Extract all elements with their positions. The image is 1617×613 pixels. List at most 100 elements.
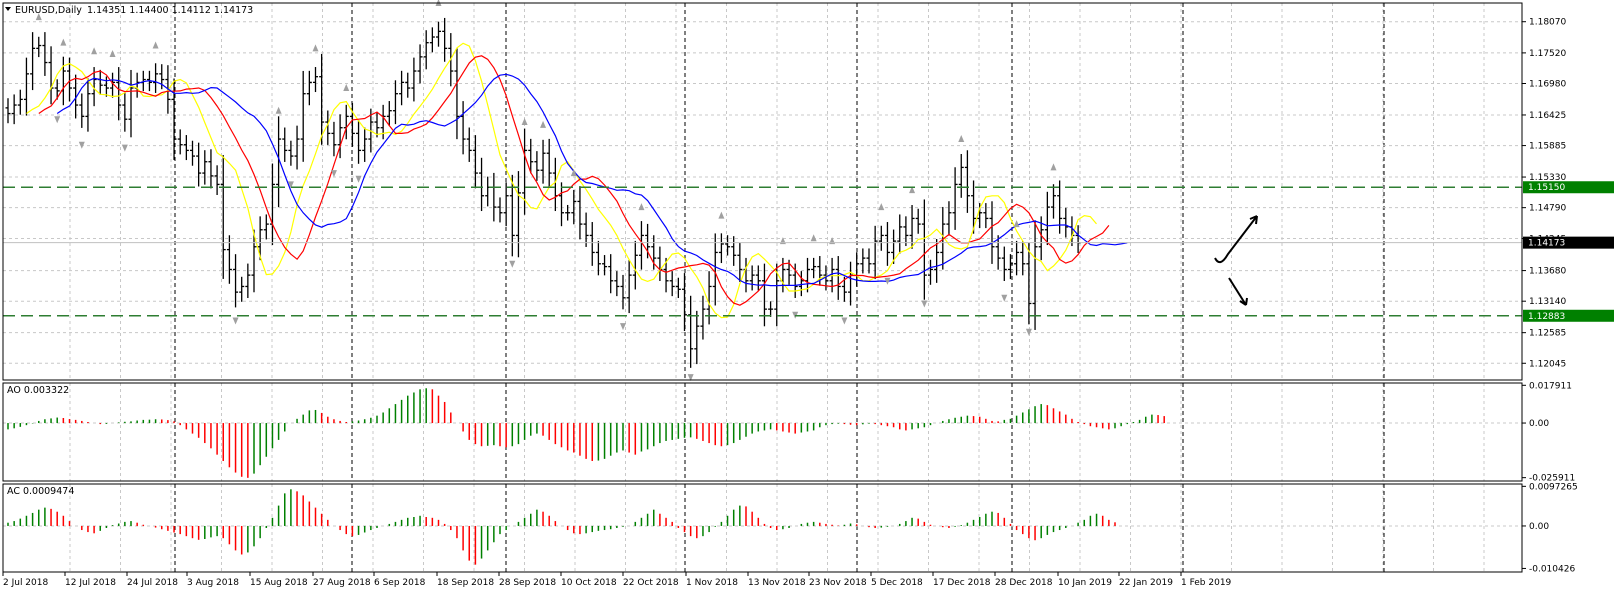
price-bar (632, 240, 638, 290)
pane-frame (2, 483, 1523, 573)
price-bar (657, 246, 663, 281)
fractal-up-marker (109, 50, 116, 58)
ma-fast-line (26, 42, 1097, 319)
price-bar (190, 140, 195, 166)
fractal-up-marker (958, 135, 965, 143)
fractal-up-marker (570, 169, 577, 177)
price-bar (712, 233, 718, 306)
price-bar (540, 139, 546, 184)
price-bar (122, 92, 128, 132)
price-bar (577, 186, 583, 240)
price-bar (491, 172, 497, 222)
price-bar (952, 167, 958, 230)
y-tick-label: 1.15885 (1529, 142, 1566, 152)
price-bar (559, 182, 564, 227)
price-bar (325, 110, 331, 145)
price-bar (854, 252, 860, 287)
price-bar (700, 295, 706, 340)
price-bar (897, 214, 903, 254)
price-bar (356, 119, 362, 164)
x-tick-label: 22 Oct 2018 (623, 578, 679, 588)
price-bar (319, 53, 325, 145)
price-bar (761, 263, 767, 327)
arrow-up-right-head (1249, 215, 1258, 225)
price-bar (245, 263, 251, 298)
fractal-up-marker (1013, 220, 1020, 228)
price-bar (989, 201, 995, 264)
price-bar (294, 125, 300, 170)
x-tick-label: 24 Jul 2018 (127, 578, 178, 588)
fractal-down-marker (921, 300, 928, 308)
price-bar (860, 248, 866, 274)
price-bar (983, 203, 989, 229)
price-bar (269, 163, 275, 245)
dropdown-triangle-icon[interactable] (5, 7, 11, 11)
price-bar (110, 72, 116, 98)
fractal-up-marker (60, 38, 67, 46)
x-tick-label: 22 Jan 2019 (1119, 578, 1173, 588)
x-tick-label: 28 Sep 2018 (499, 578, 556, 588)
fractal-down-marker (330, 170, 337, 178)
fractal-up-marker (312, 44, 319, 52)
price-bar (928, 259, 933, 285)
fractal-down-marker (54, 116, 61, 124)
price-bar (608, 254, 614, 294)
price-bar (774, 263, 780, 327)
price-bar (811, 257, 817, 279)
level-price-label: 1.12883 (1528, 312, 1565, 322)
fractal-up-marker (1050, 163, 1057, 171)
ma-slow-line (56, 73, 1128, 287)
price-bar (276, 116, 282, 208)
price-bar (546, 138, 552, 188)
fractal-down-marker (1001, 294, 1008, 302)
price-bar (196, 142, 202, 187)
price-bar (884, 222, 890, 266)
price-bar (183, 135, 189, 161)
ohlc-readout: 1.14351 1.14400 1.14112 1.14173 (87, 5, 253, 16)
price-bar (1007, 254, 1013, 280)
price-bar (835, 256, 841, 300)
price-bar (964, 150, 970, 213)
price-bar (921, 199, 927, 300)
price-bar (103, 76, 109, 97)
price-bar (399, 70, 405, 106)
price-bar (392, 80, 398, 125)
y-tick-label: 1.16425 (1529, 111, 1566, 121)
price-bar (731, 236, 737, 266)
price-bar (638, 221, 644, 270)
price-bar (737, 242, 743, 282)
price-bar (872, 225, 878, 280)
annotation-arrows[interactable] (1214, 215, 1258, 306)
price-bar (54, 79, 60, 100)
y-tick-label: 1.16980 (1529, 80, 1566, 90)
price-bar (528, 138, 534, 174)
fractal-down-marker (509, 260, 516, 268)
price-bar (42, 32, 48, 76)
fractal-up-marker (91, 47, 98, 55)
price-bar (663, 257, 669, 293)
price-bar (915, 208, 921, 234)
price-bar (503, 182, 509, 227)
price-bar (534, 151, 540, 181)
symbol-label: EURUSD,Daily (15, 5, 82, 16)
x-tick-label: 2 Jul 2018 (3, 578, 48, 588)
price-bar (429, 27, 435, 53)
price-bar (614, 271, 620, 297)
fractal-up-marker (152, 41, 159, 49)
price-bar (958, 153, 964, 198)
price-bar (1051, 184, 1056, 219)
price-bar (718, 233, 724, 264)
fractal-up-marker (909, 186, 916, 194)
price-bar (1020, 240, 1026, 276)
fractal-down-marker (355, 175, 362, 183)
price-bar (552, 157, 558, 212)
price-bar (282, 127, 288, 162)
price-bar (349, 102, 355, 147)
price-bar (1032, 220, 1038, 330)
price-bar (602, 255, 608, 276)
price-bar (36, 36, 42, 58)
price-bar (134, 72, 140, 98)
x-tick-label: 10 Oct 2018 (561, 578, 617, 588)
x-tick-label: 13 Nov 2018 (748, 578, 806, 588)
